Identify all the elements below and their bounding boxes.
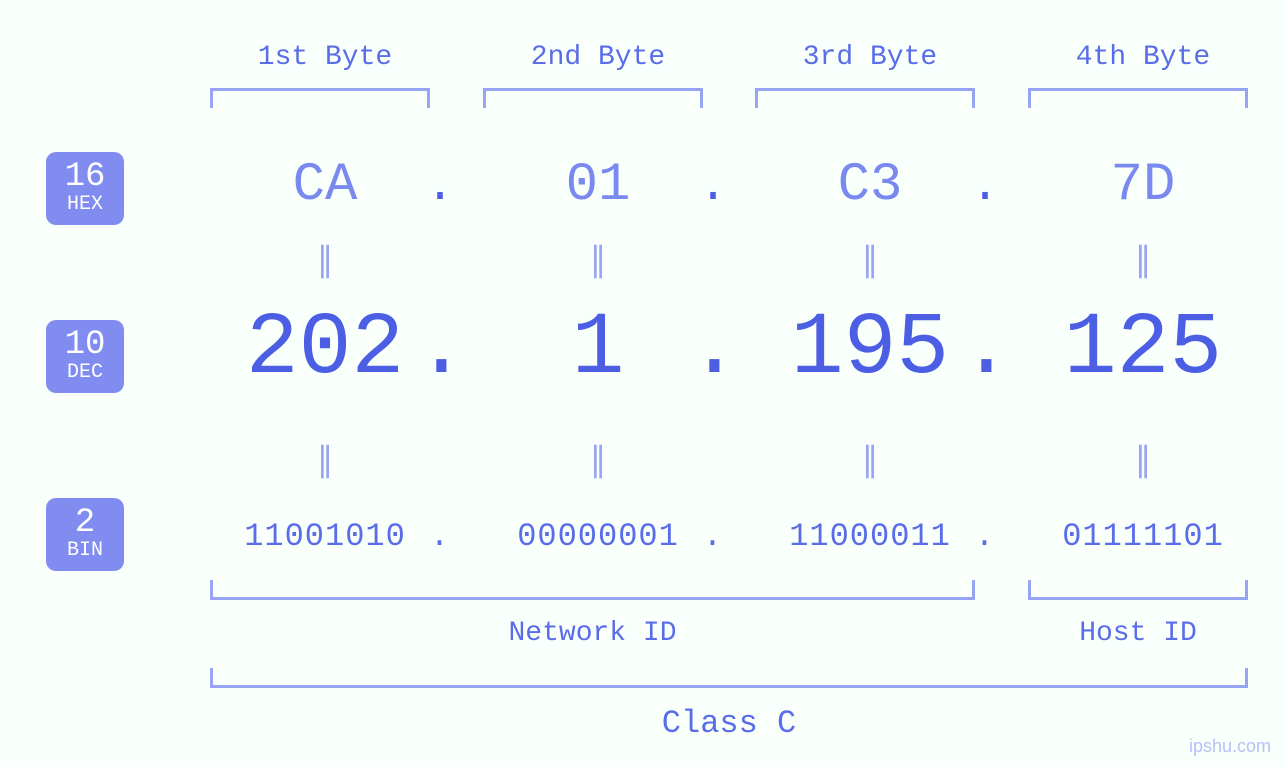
dec-byte-4: 125 [1023, 300, 1263, 399]
byte-label-4: 4th Byte [1023, 42, 1263, 73]
eq-bot-3: ∥ [750, 440, 990, 482]
dec-dot-1: . [415, 300, 455, 399]
label-host-id: Host ID [1028, 618, 1248, 649]
bracket-network-id [210, 580, 975, 600]
hex-byte-2: 01 [478, 155, 718, 216]
dec-byte-2: 1 [478, 300, 718, 399]
eq-top-4: ∥ [1023, 240, 1263, 282]
bracket-top-1 [210, 88, 430, 108]
badge-bin-txt: BIN [46, 540, 124, 561]
dec-dot-2: . [688, 300, 728, 399]
hex-dot-3: . [965, 160, 1005, 214]
badge-hex: 16 HEX [46, 152, 124, 225]
eq-top-1: ∥ [205, 240, 445, 282]
bin-dot-3: . [965, 518, 1005, 555]
badge-dec-txt: DEC [46, 362, 124, 383]
ip-diagram: 1st Byte 2nd Byte 3rd Byte 4th Byte 16 H… [0, 0, 1285, 767]
hex-dot-1: . [420, 160, 460, 214]
watermark: ipshu.com [1189, 736, 1271, 757]
eq-bot-4: ∥ [1023, 440, 1263, 482]
dec-byte-3: 195 [750, 300, 990, 399]
byte-label-2: 2nd Byte [478, 42, 718, 73]
byte-label-1: 1st Byte [205, 42, 445, 73]
eq-bot-2: ∥ [478, 440, 718, 482]
byte-label-3: 3rd Byte [750, 42, 990, 73]
label-class: Class C [210, 705, 1248, 742]
dec-byte-1: 202 [205, 300, 445, 399]
badge-dec-num: 10 [46, 328, 124, 364]
hex-byte-4: 7D [1023, 155, 1263, 216]
bin-dot-1: . [420, 518, 460, 555]
badge-hex-txt: HEX [46, 194, 124, 215]
badge-hex-num: 16 [46, 160, 124, 196]
eq-bot-1: ∥ [205, 440, 445, 482]
bin-byte-1: 11001010 [205, 518, 445, 555]
hex-byte-3: C3 [750, 155, 990, 216]
bin-byte-4: 01111101 [1023, 518, 1263, 555]
eq-top-3: ∥ [750, 240, 990, 282]
bracket-host-id [1028, 580, 1248, 600]
badge-bin-num: 2 [46, 506, 124, 542]
bracket-class [210, 668, 1248, 688]
bin-byte-3: 11000011 [750, 518, 990, 555]
label-network-id: Network ID [210, 618, 975, 649]
bracket-top-3 [755, 88, 975, 108]
bracket-top-2 [483, 88, 703, 108]
dec-dot-3: . [960, 300, 1000, 399]
bin-byte-2: 00000001 [478, 518, 718, 555]
eq-top-2: ∥ [478, 240, 718, 282]
bin-dot-2: . [693, 518, 733, 555]
hex-dot-2: . [693, 160, 733, 214]
hex-byte-1: CA [205, 155, 445, 216]
badge-dec: 10 DEC [46, 320, 124, 393]
badge-bin: 2 BIN [46, 498, 124, 571]
bracket-top-4 [1028, 88, 1248, 108]
